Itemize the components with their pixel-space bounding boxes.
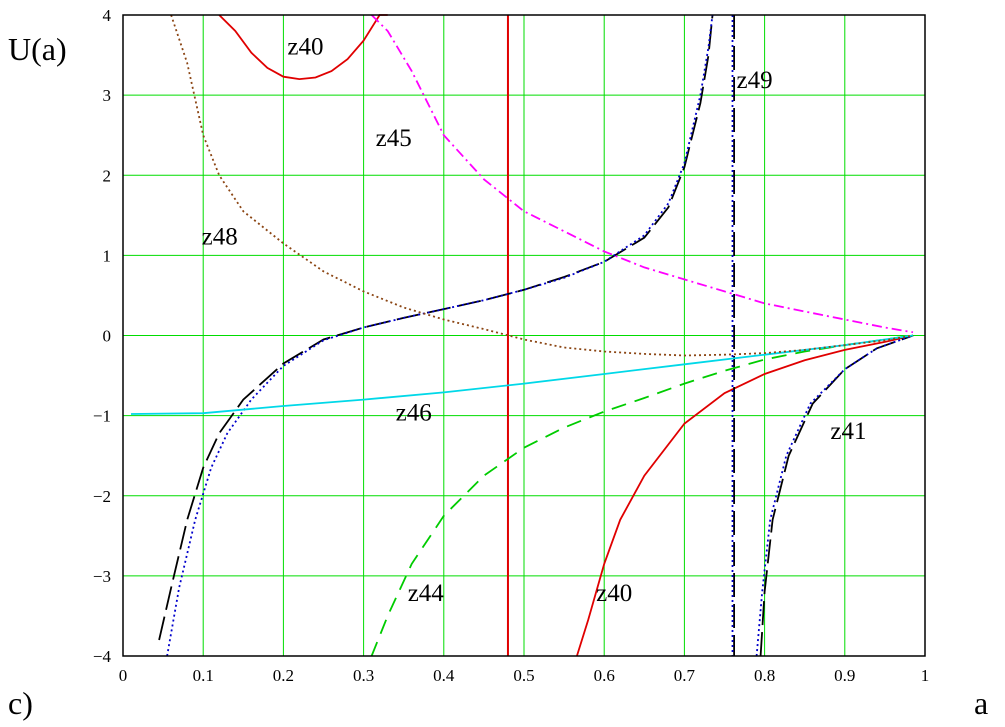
series-line-z41-seg2: [759, 334, 914, 657]
y-axis-title: U(a): [8, 31, 67, 67]
curve-label-z46: z46: [396, 400, 432, 427]
y-tick-label: −1: [93, 407, 111, 426]
series-line-z46-seg0: [130, 334, 914, 415]
y-tick-label: 3: [103, 86, 112, 105]
y-tick-label: 0: [103, 327, 112, 346]
series-z46: [130, 334, 914, 415]
y-tick-label: −2: [93, 487, 111, 506]
curve-label-z49: z49: [737, 67, 773, 94]
x-tick-label: 0.5: [513, 666, 534, 685]
curve-label-z40: z40: [287, 33, 323, 60]
curve-label-z45: z45: [376, 125, 412, 152]
x-tick-label: 0.6: [594, 666, 615, 685]
grid: [123, 15, 925, 656]
curve-label-z40: z40: [596, 580, 632, 607]
series-z49: [166, 14, 914, 657]
series-z45: [370, 14, 914, 334]
y-tick-label: 2: [103, 166, 112, 185]
x-tick-label: 0.4: [433, 666, 455, 685]
x-tick-label: 0.9: [834, 666, 855, 685]
series-line-z40-seg1: [576, 334, 914, 657]
x-tick-label: 0.7: [674, 666, 696, 685]
series-z48: [170, 14, 914, 357]
series-line-z40-seg0: [218, 14, 388, 81]
curve-label-z48: z48: [202, 223, 238, 250]
x-tick-label: 0.8: [754, 666, 775, 685]
curve-labels: z40 z49 z45 z48 z46 z41 z44 z40: [202, 33, 867, 606]
series-layer: [130, 14, 914, 657]
y-tick-label: −3: [93, 567, 111, 586]
y-tick-label: −4: [93, 647, 112, 666]
x-tick-label: 1: [921, 666, 930, 685]
y-tick-label: 1: [103, 246, 112, 265]
x-tick-label: 0.1: [193, 666, 214, 685]
x-tick-label: 0.2: [273, 666, 294, 685]
series-line-z48-seg0: [170, 14, 914, 357]
x-axis-title: a: [974, 685, 988, 721]
series-line-z49-seg2: [755, 334, 914, 657]
series-z40: [218, 14, 914, 657]
tick-labels: 0 0.1 0.2 0.3 0.4 0.5 0.6 0.7 0.8 0.9 1 4 3 2 1 0 −1 −2 −3…: [93, 6, 929, 685]
x-tick-label: 0: [119, 666, 128, 685]
series-line-z45-seg0: [370, 14, 914, 334]
series-line-z41-seg0: [158, 14, 714, 641]
plot-frame: [122, 14, 926, 657]
curve-label-z41: z41: [830, 418, 866, 445]
curve-label-z44: z44: [408, 580, 445, 607]
series-line-z49-seg0: [166, 14, 714, 657]
x-tick-label: 0.3: [353, 666, 374, 685]
y-tick-label: 4: [103, 6, 112, 25]
panel-label: c): [8, 685, 33, 721]
